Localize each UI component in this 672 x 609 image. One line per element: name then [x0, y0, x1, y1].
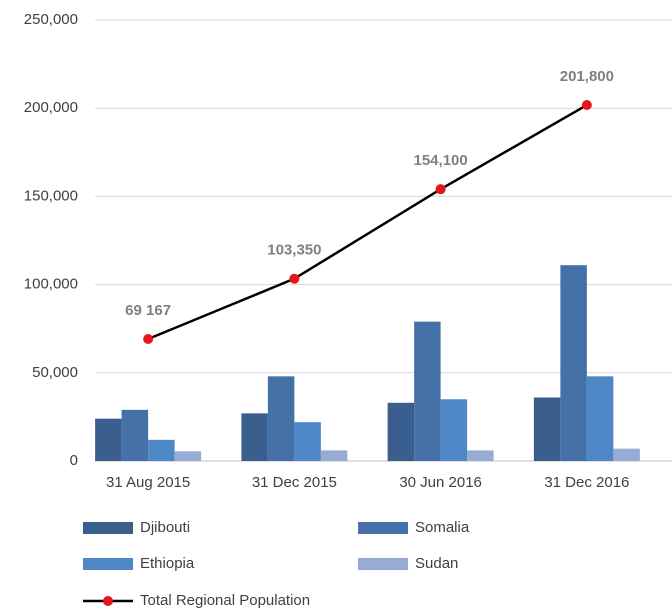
bar — [560, 265, 587, 461]
bar — [320, 450, 348, 461]
bar — [121, 409, 149, 461]
y-tick-label: 150,000 — [24, 187, 78, 204]
value-label: 154,100 — [414, 152, 468, 169]
legend-swatch — [358, 558, 408, 570]
bar — [533, 397, 561, 461]
legend-swatch — [83, 558, 133, 570]
line-marker — [289, 273, 300, 284]
bar — [387, 402, 415, 461]
y-tick-label: 100,000 — [24, 276, 78, 293]
bar — [174, 451, 202, 461]
x-tick-label: 30 Jun 2016 — [399, 474, 482, 491]
line-marker — [581, 100, 592, 111]
legend-swatch — [83, 522, 133, 534]
legend-label: Ethiopia — [140, 555, 195, 572]
value-label: 69 167 — [125, 302, 171, 319]
legend-label: Sudan — [415, 555, 458, 572]
x-tick-label: 31 Dec 2015 — [252, 474, 337, 491]
bar — [414, 321, 441, 461]
legend-label: Total Regional Population — [140, 592, 310, 609]
y-tick-label: 50,000 — [32, 364, 78, 381]
bar — [95, 418, 122, 461]
bar — [148, 439, 175, 461]
bar — [467, 450, 494, 461]
value-label: 201,800 — [560, 68, 614, 85]
legend-label: Somalia — [415, 519, 470, 536]
bar — [267, 376, 295, 461]
bar — [586, 376, 614, 461]
legend-label: Djibouti — [140, 519, 190, 536]
bar — [440, 399, 468, 461]
x-tick-label: 31 Aug 2015 — [106, 474, 190, 491]
value-label: 103,350 — [267, 242, 321, 259]
line — [147, 103, 588, 341]
y-tick-label: 0 — [70, 452, 78, 469]
legend-marker — [103, 596, 113, 606]
y-tick-label: 250,000 — [24, 11, 78, 28]
bar — [294, 422, 321, 461]
bar — [241, 413, 268, 461]
x-tick-label: 31 Dec 2016 — [544, 474, 629, 491]
y-tick-label: 200,000 — [24, 99, 78, 116]
bar — [613, 448, 640, 461]
line-marker — [435, 184, 446, 195]
line-marker — [143, 333, 154, 344]
legend-swatch — [358, 522, 408, 534]
